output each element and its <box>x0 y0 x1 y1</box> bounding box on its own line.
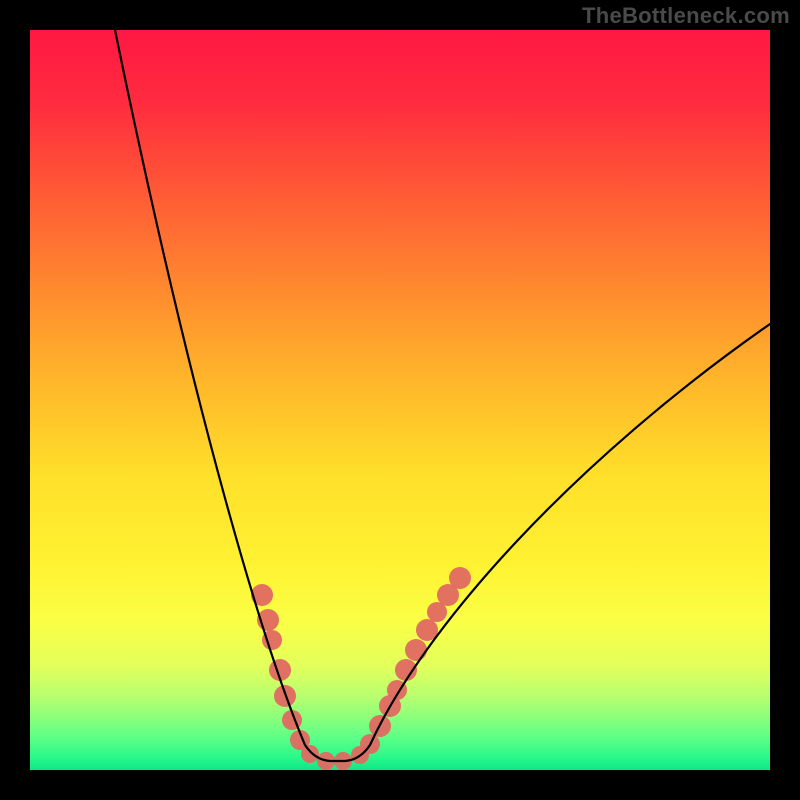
curve-layer <box>30 30 770 770</box>
chart-frame: TheBottleneck.com <box>0 0 800 800</box>
watermark-text: TheBottleneck.com <box>582 3 790 29</box>
plot-area <box>30 30 770 770</box>
bottleneck-curve <box>115 30 770 761</box>
